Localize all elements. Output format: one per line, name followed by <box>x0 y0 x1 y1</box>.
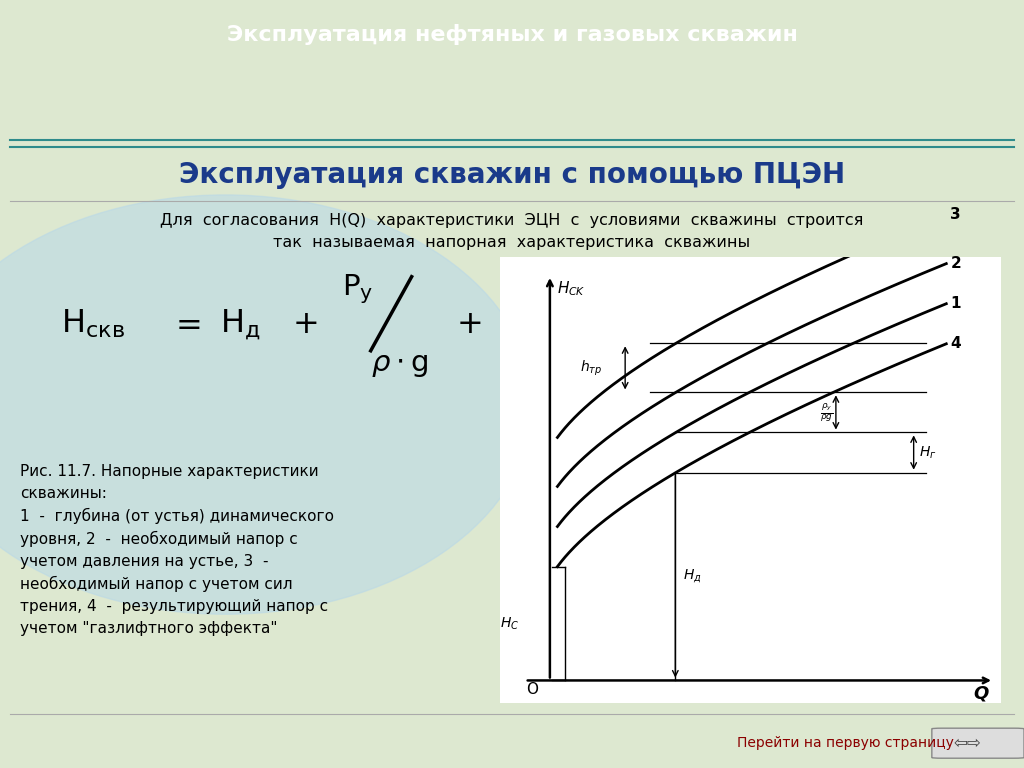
Text: Q: Q <box>974 684 989 702</box>
Text: $+$: $+$ <box>292 309 317 339</box>
Text: $\rho \cdot \mathrm{g}$: $\rho \cdot \mathrm{g}$ <box>371 351 428 379</box>
Text: $h_{тр}$: $h_{тр}$ <box>580 358 602 378</box>
Text: $H_C$: $H_C$ <box>500 615 519 632</box>
Text: $\mathrm{H_{скв}}$: $\mathrm{H_{скв}}$ <box>61 308 126 340</box>
Text: $\mathrm{H_д}$: $\mathrm{H_д}$ <box>220 307 261 341</box>
Text: O: O <box>526 682 539 697</box>
Text: Рис. 11.7. Напорные характеристики
скважины:
1  -  глубина (от устья) динамическ: Рис. 11.7. Напорные характеристики скваж… <box>20 464 335 636</box>
Text: Эксплуатация нефтяных и газовых скважин: Эксплуатация нефтяных и газовых скважин <box>226 24 798 45</box>
Text: $\mathrm{H_г}$: $\mathrm{H_г}$ <box>627 308 664 340</box>
Circle shape <box>0 195 532 614</box>
Text: 2: 2 <box>950 256 962 271</box>
Text: ⇦⇨: ⇦⇨ <box>953 734 982 752</box>
Text: $\mathrm{P_y}$: $\mathrm{P_y}$ <box>342 273 374 306</box>
Text: 3: 3 <box>950 207 961 222</box>
Text: Для  согласования  Н(Q)  характеристики  ЭЦН  с  условиями  скважины  строится
т: Для согласования Н(Q) характеристики ЭЦН… <box>161 213 863 250</box>
FancyBboxPatch shape <box>932 728 1024 758</box>
Text: Эксплуатация скважин с помощью ПЦЭН: Эксплуатация скважин с помощью ПЦЭН <box>179 161 845 190</box>
Text: $\frac{\rho_y}{\rho g}$: $\frac{\rho_y}{\rho g}$ <box>820 401 834 424</box>
Text: $\mathrm{h_{тр}}$: $\mathrm{h_{тр}}$ <box>502 306 551 343</box>
Text: $-$: $-$ <box>586 309 611 339</box>
Text: 4: 4 <box>950 336 961 351</box>
Text: $H_д$: $H_д$ <box>683 568 701 585</box>
Text: 1: 1 <box>950 296 961 311</box>
Text: Перейти на первую страницу: Перейти на первую страницу <box>737 737 954 750</box>
Text: $H_г$: $H_г$ <box>919 445 936 461</box>
Text: $+$: $+$ <box>456 309 481 339</box>
Text: $=$: $=$ <box>169 309 201 339</box>
Text: $H_{CK}$: $H_{CK}$ <box>557 279 586 298</box>
